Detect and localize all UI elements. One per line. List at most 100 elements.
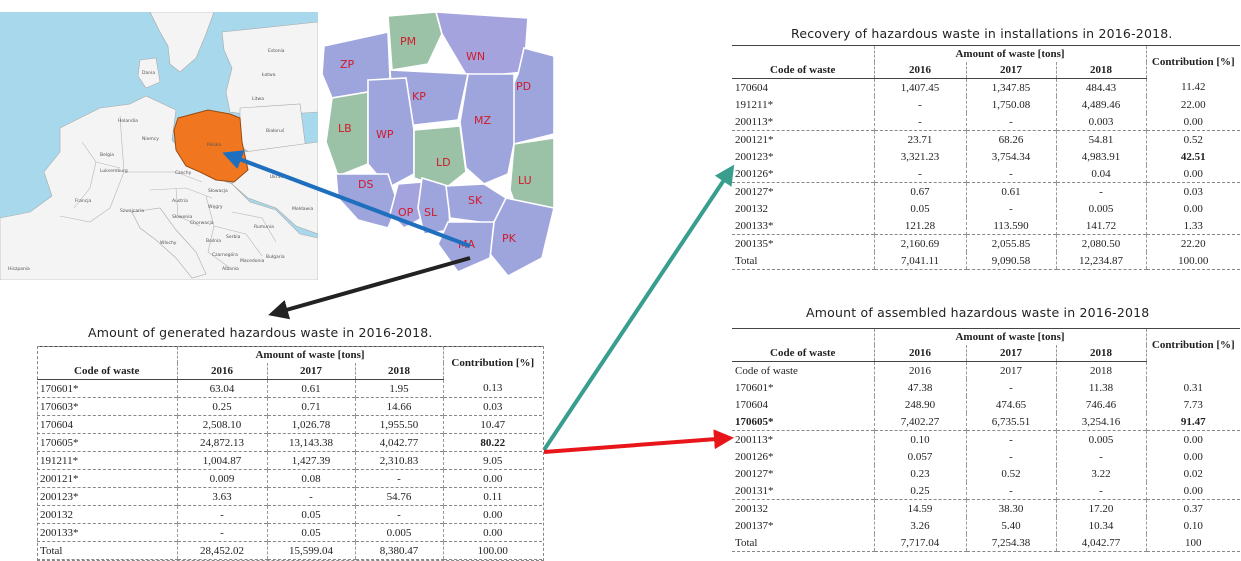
region-label: PD	[516, 80, 531, 93]
region-label: MZ	[474, 114, 491, 127]
value-2018-cell: 0.04	[1055, 165, 1147, 183]
value-2017-cell: 0.61	[266, 379, 355, 398]
value-2016-cell: 47.38	[873, 379, 966, 396]
group-header: Amount of waste [tons]	[873, 328, 1147, 345]
table-row: 170601* 63.04 0.61 1.95 0.13	[37, 379, 543, 398]
country-label: Czechy	[175, 170, 192, 176]
value-2016-cell: 7,402.27	[873, 413, 966, 431]
contribution-cell: 0.31	[1145, 379, 1241, 396]
contribution-cell: 10.47	[442, 415, 543, 434]
table-row: 200126* 0.057- -0.00	[732, 448, 1241, 465]
table-row: Total 7,717.04 7,254.38 4,042.77 100	[732, 534, 1241, 552]
region-label: LB	[338, 122, 352, 135]
code-cell: 200133*	[735, 219, 774, 232]
contribution-cell: 7.73	[1145, 396, 1241, 413]
country-label: Estonia	[268, 48, 285, 54]
region-label: DS	[358, 178, 373, 191]
contribution-cell: 0.52	[1145, 130, 1241, 148]
contribution-cell: 80.22	[442, 433, 543, 452]
code-header: Code of waste	[732, 345, 874, 362]
region-label: SK	[468, 194, 483, 207]
value-2016-cell: 63.04	[176, 379, 267, 398]
code-cell: 170605*	[37, 433, 177, 452]
code-cell: 200127*	[735, 467, 774, 480]
value-2016-cell: 2,508.10	[176, 415, 267, 434]
table-row: 200121* 23.71 68.26 54.81 0.52	[732, 130, 1241, 148]
value-2018-cell: 4,042.77	[354, 433, 444, 452]
year-header: 2016	[873, 62, 966, 79]
code-cell: 200132	[37, 505, 177, 524]
value-2018-cell: 8,380.47	[354, 541, 444, 560]
contribution-header: Contribution [%]	[442, 346, 543, 380]
table-row: 170605* 7,402.27 6,735.51 3,254.16 91.47	[732, 413, 1241, 431]
table-row: 200113* - -0.003 0.00	[732, 113, 1241, 131]
code-cell: 200123*	[735, 150, 774, 163]
value-2018-cell: 54.76	[354, 487, 444, 506]
country-label: Albania	[222, 266, 239, 272]
year-header: 2017	[266, 363, 355, 380]
value-2016-cell: -	[176, 505, 267, 524]
contribution-cell: 91.47	[1145, 413, 1241, 431]
assembled-waste-table: Amount of waste [tons] Contribution [%] C…	[732, 328, 1241, 552]
code-cell: 200137*	[735, 519, 774, 532]
value-2016-cell: 248.90	[873, 396, 966, 413]
value-2018-cell: 10.34	[1055, 517, 1147, 534]
contribution-cell: 0.03	[1145, 182, 1241, 200]
value-2018-cell: 746.46	[1055, 396, 1147, 413]
value-2017-cell: 2017	[965, 361, 1056, 379]
country-label: Austria	[172, 198, 188, 204]
value-2017-cell: 474.65	[965, 396, 1056, 413]
value-2017-cell: 15,599.04	[266, 541, 355, 560]
generated-waste-table: Amount of waste [tons] Contribution [%] C…	[37, 346, 543, 560]
region-wn	[434, 11, 529, 79]
value-2016-cell: 7,041.11	[873, 252, 966, 270]
europe-map: Polska Niemcy Francja Czechy Słowacja Wę…	[0, 12, 318, 280]
code-cell: 191211*	[37, 451, 177, 470]
contribution-cell: 22.20	[1145, 234, 1241, 252]
contribution-cell: 0.00	[1145, 430, 1241, 448]
value-2016-cell: 3,321.23	[873, 148, 966, 165]
table-row: 200135* 2,160.69 2,055.85 2,080.50 22.20	[732, 234, 1241, 252]
region-label: PK	[502, 232, 517, 245]
contribution-cell: 0.11	[442, 487, 543, 506]
contribution-cell: 0.00	[1145, 482, 1241, 500]
table-row: 200131* 0.25- -0.00	[732, 482, 1241, 500]
value-2017-cell: -	[965, 430, 1056, 448]
code-cell: 200132	[732, 499, 874, 517]
value-2018-cell: 2,080.50	[1055, 234, 1147, 252]
value-2016-cell: 1,407.45	[873, 78, 966, 96]
arrow-to-recovery	[542, 164, 735, 452]
value-2018-cell: 0.005	[354, 523, 444, 542]
value-2016-cell: 28,452.02	[176, 541, 267, 560]
region-pk	[489, 197, 555, 278]
code-cell: 200127*	[732, 182, 874, 200]
value-2017-cell: 1,347.85	[965, 78, 1056, 96]
country-label: Czarnogóra	[212, 251, 238, 258]
value-2018-cell: 4,489.46	[1055, 96, 1147, 113]
value-2017-cell: 7,254.38	[965, 534, 1056, 552]
value-2017-cell: 0.08	[266, 469, 355, 488]
value-2016-cell: 1,004.87	[176, 451, 267, 470]
table-row: 170604 2,508.10 1,026.78 1,955.50 10.47	[37, 415, 543, 434]
value-2017-cell: 13,143.38	[266, 433, 355, 452]
country-label: Rumunia	[254, 224, 274, 230]
value-2016-cell: 14.59	[873, 499, 966, 517]
year-header: 2018	[354, 363, 444, 380]
value-2016-cell: -	[176, 523, 267, 542]
country-label: Chorwacja	[190, 220, 214, 226]
contribution-cell: 22.00	[1145, 96, 1241, 113]
value-2018-cell: 14.66	[354, 397, 444, 416]
country-label: Białoruś	[266, 127, 285, 134]
value-2016-cell: 121.28	[873, 217, 966, 235]
country-label: Dania	[142, 70, 155, 76]
value-2016-cell: 7,717.04	[873, 534, 966, 552]
region-mz	[459, 73, 515, 185]
contribution-cell: 0.10	[1145, 517, 1241, 534]
value-2016-cell: 3.63	[176, 487, 267, 506]
assembled-table-title: Amount of assembled hazardous waste in 2…	[806, 305, 1150, 320]
value-2016-cell: -	[873, 113, 966, 131]
contribution-cell: 1.33	[1145, 217, 1241, 235]
recovery-waste-table: Amount of waste [tons] Contribution [%] C…	[732, 45, 1241, 270]
country-label: Ukraina	[270, 174, 288, 180]
country-label: Bośnia	[206, 237, 221, 244]
